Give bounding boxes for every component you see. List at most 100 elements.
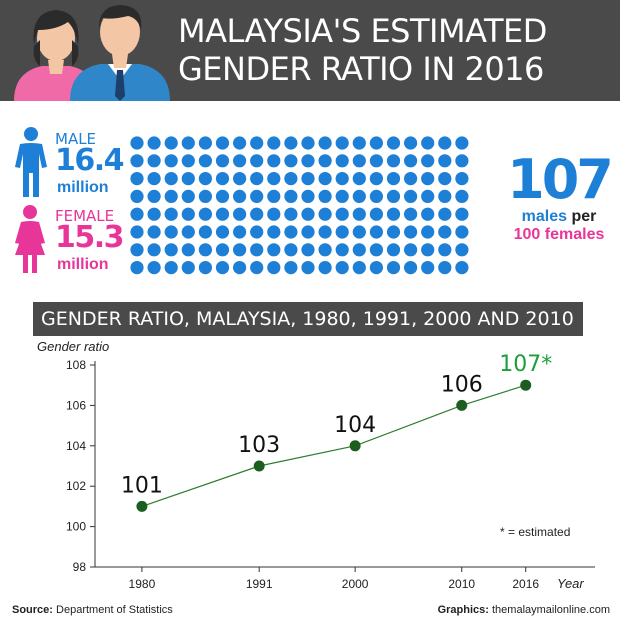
male-dot — [250, 172, 264, 186]
ratio-summary-females: 100 females — [513, 226, 605, 243]
x-tick-label: 2016 — [512, 577, 539, 591]
male-dot — [130, 261, 144, 275]
male-dot — [181, 225, 195, 239]
male-dot — [284, 243, 298, 257]
male-dot — [233, 243, 247, 257]
y-axis-label: Gender ratio — [37, 339, 109, 354]
male-dot — [404, 225, 418, 239]
male-dot — [215, 261, 230, 275]
male-dot — [181, 261, 195, 275]
data-point — [520, 379, 532, 391]
male-dot — [147, 189, 161, 203]
male-dot — [369, 207, 383, 221]
male-dot — [164, 154, 178, 168]
male-dot — [198, 172, 212, 186]
male-dot — [130, 225, 144, 239]
male-dot — [438, 261, 452, 275]
male-dot — [284, 261, 298, 275]
male-dot — [369, 154, 383, 168]
male-dot — [455, 172, 469, 186]
male-dot — [318, 207, 332, 221]
male-dot — [215, 207, 230, 221]
male-dot — [335, 261, 349, 275]
male-dot — [352, 225, 366, 239]
male-dot — [267, 207, 281, 221]
male-dot — [215, 136, 230, 150]
male-dot — [438, 189, 452, 203]
male-dot — [438, 154, 452, 168]
male-dot — [335, 225, 349, 239]
y-tick-label: 104 — [66, 439, 86, 453]
male-dot — [164, 172, 178, 186]
male-dot — [386, 261, 401, 275]
ratio-summary-males: males — [521, 208, 568, 225]
male-dot — [233, 136, 247, 150]
male-dot — [130, 154, 144, 168]
male-dot — [335, 172, 349, 186]
male-unit: million — [57, 179, 109, 196]
ratio-summary-value: 107 — [507, 148, 614, 211]
male-dot — [421, 136, 435, 150]
source-text: Department of Statistics — [56, 604, 173, 616]
male-dot — [455, 189, 469, 203]
male-dot — [250, 154, 264, 168]
male-dot — [404, 172, 418, 186]
male-dot — [369, 243, 383, 257]
female-unit: million — [57, 256, 109, 273]
male-dot — [267, 189, 281, 203]
male-dot — [421, 225, 435, 239]
male-dot — [318, 225, 332, 239]
male-figure-icon — [15, 127, 47, 197]
male-dot — [455, 243, 469, 257]
data-point — [253, 460, 265, 472]
male-dot — [335, 243, 349, 257]
male-dot — [147, 225, 161, 239]
male-dot — [164, 225, 178, 239]
female-label: FEMALE — [55, 207, 115, 225]
male-dot — [198, 225, 212, 239]
male-dot — [250, 261, 264, 275]
male-dot — [215, 189, 230, 203]
ratio-summary-per: per — [567, 208, 597, 225]
male-dot — [215, 172, 230, 186]
male-dot — [147, 172, 161, 186]
male-dot — [318, 136, 332, 150]
male-dot — [147, 243, 161, 257]
source-credit: Source: Department of Statistics — [12, 604, 173, 616]
male-dot — [181, 243, 195, 257]
male-dot — [284, 154, 298, 168]
male-dot — [335, 189, 349, 203]
data-label: 103 — [238, 433, 280, 458]
male-dot — [404, 189, 418, 203]
source-label: Source: — [12, 604, 53, 616]
male-dot — [404, 261, 418, 275]
male-dot — [164, 261, 178, 275]
male-dot — [233, 172, 247, 186]
male-dot — [301, 225, 315, 239]
male-dot — [267, 261, 281, 275]
x-tick-label: 1980 — [129, 577, 156, 591]
male-dot — [130, 172, 144, 186]
male-dot — [318, 261, 332, 275]
male-dot — [198, 207, 212, 221]
graphics-text: themalaymailonline.com — [492, 604, 610, 616]
male-label: MALE — [55, 130, 97, 148]
male-dot — [267, 172, 281, 186]
male-value: 16.4 — [55, 143, 125, 178]
female-figure-icon — [15, 205, 45, 273]
x-tick-label: 2010 — [448, 577, 475, 591]
male-dot — [386, 225, 401, 239]
data-label: 107* — [499, 352, 552, 377]
male-dot — [233, 189, 247, 203]
male-dot — [455, 225, 469, 239]
male-dot — [181, 189, 195, 203]
header-banner: MALAYSIA'S ESTIMATED GENDER RATIO IN 201… — [0, 0, 620, 101]
male-dot — [455, 261, 469, 275]
male-dot — [147, 207, 161, 221]
male-dot — [438, 136, 452, 150]
male-dot — [233, 261, 247, 275]
male-dot — [215, 243, 230, 257]
title-line-1: MALAYSIA'S ESTIMATED — [178, 12, 547, 50]
data-point — [349, 440, 361, 452]
male-dot — [301, 261, 315, 275]
